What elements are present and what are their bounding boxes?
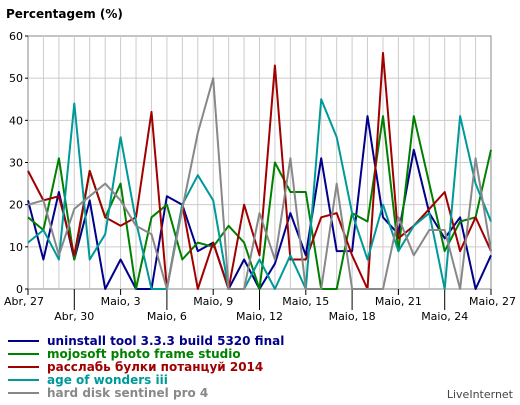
x-tick-label: Maio, 15 [282, 295, 329, 308]
legend: uninstall tool 3.3.3 build 5320 finalmoj… [8, 334, 284, 400]
x-tick-label: Maio, 18 [329, 310, 376, 323]
x-tick-label: Maio, 3 [101, 295, 141, 308]
y-tick-label: 30 [9, 157, 23, 170]
legend-label-1: uninstall tool 3.3.3 build 5320 final [47, 334, 284, 348]
x-tick-label: Maio, 12 [236, 310, 283, 323]
y-tick-label: 40 [9, 114, 23, 127]
y-tick-label: 20 [9, 199, 23, 212]
x-tick-label: Abr, 30 [54, 310, 94, 323]
series-line-4 [27, 98, 492, 290]
y-axis-ticks: 0 10 20 30 40 50 60 [9, 30, 28, 296]
legend-label-5: hard disk sentinel pro 4 [47, 386, 208, 400]
x-tick-label: Maio, 27 [469, 295, 516, 308]
legend-label-2: mojosoft photo frame studio [47, 347, 241, 361]
x-tick-label: Maio, 21 [375, 295, 422, 308]
x-tick-label: Maio, 24 [421, 310, 468, 323]
y-tick-label: 10 [9, 241, 23, 254]
y-tick-label: 50 [9, 72, 23, 85]
y-tick-label: 0 [16, 283, 23, 296]
y-axis-title: Percentagem (%) [6, 7, 123, 21]
series-lines [27, 51, 492, 290]
legend-label-3: расслабь булки потанцуй 2014 [47, 360, 263, 374]
y-tick-label: 60 [9, 30, 23, 43]
x-tick-label: Abr, 27 [4, 295, 44, 308]
x-tick-label: Maio, 6 [147, 310, 187, 323]
series-line-5 [27, 77, 492, 290]
legend-label-4: age of wonders iii [47, 373, 168, 387]
watermark-text: LiveInternet [447, 388, 514, 401]
x-tick-label: Maio, 9 [193, 295, 233, 308]
